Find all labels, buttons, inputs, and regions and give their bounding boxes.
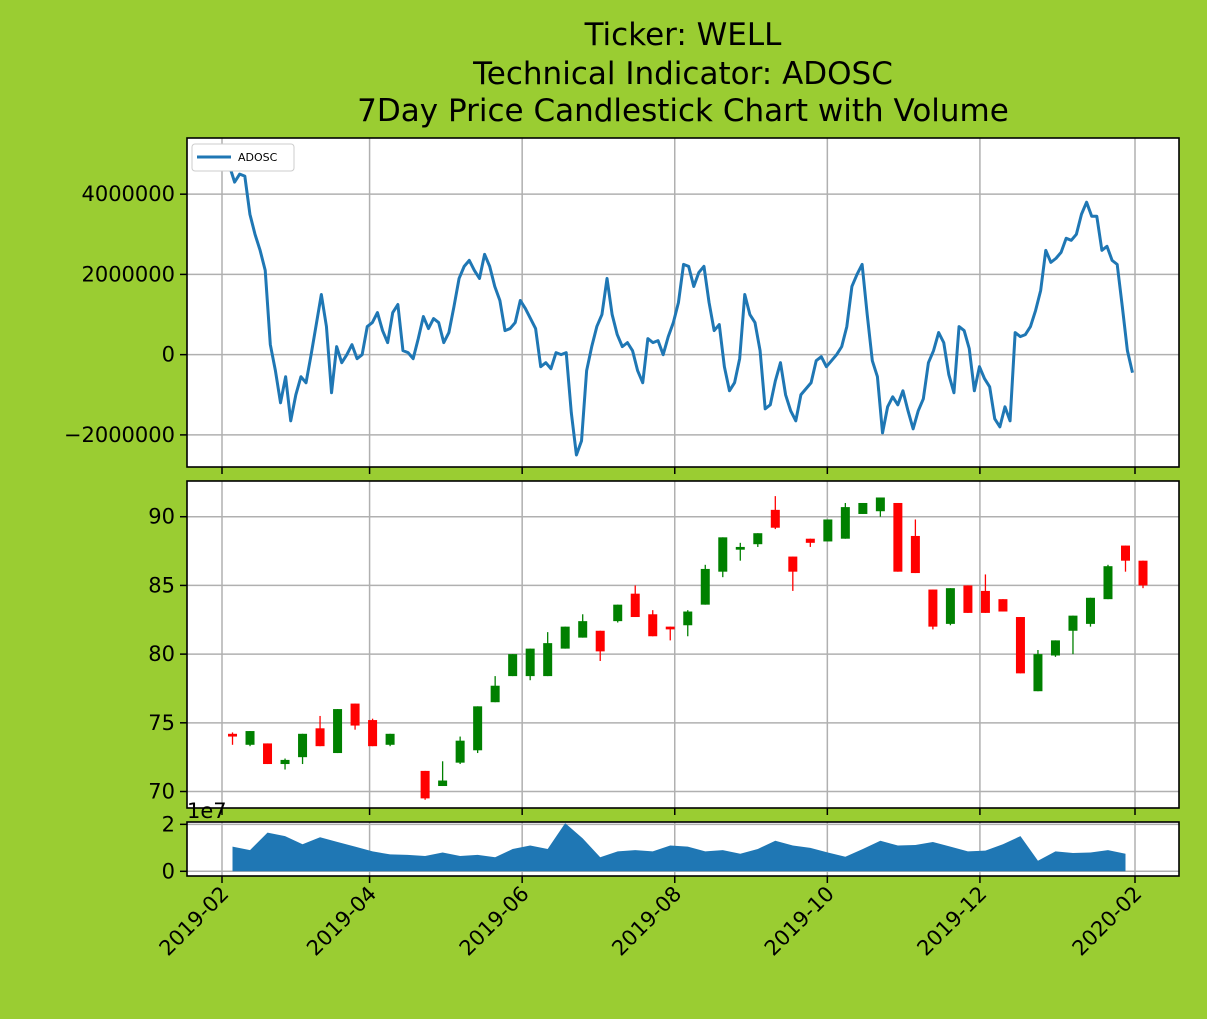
candle-body-5 [315, 728, 325, 747]
candle-body-29 [753, 533, 763, 545]
price-ytick-label-3: 85 [148, 573, 175, 597]
candlestick-panel: 70 75 80 85 90 [148, 480, 1180, 815]
volume-y-offset-label: 1e7 [187, 799, 227, 823]
adosc-panel-background [187, 138, 1179, 467]
candle-body-38 [910, 535, 920, 574]
candle-body-46 [1050, 640, 1060, 656]
candle-body-15 [508, 654, 518, 677]
candle-body-0 [228, 733, 238, 737]
candle-body-44 [1015, 617, 1025, 674]
chart-title-line-3: 7Day Price Candlestick Chart with Volume [357, 93, 1009, 129]
price-ytick-label-2: 80 [148, 642, 175, 666]
candle-body-35 [858, 502, 868, 514]
adosc-legend-label: ADOSC [238, 151, 278, 164]
chart-title-line-1: Ticker: WELL [584, 17, 783, 53]
candle-body-21 [613, 604, 623, 622]
adosc-ytick-label-3: 4000000 [81, 182, 175, 206]
candle-body-51 [1138, 560, 1148, 586]
candlestick-panel-background [187, 481, 1179, 808]
candle-body-32 [805, 538, 815, 543]
volume-ytick-label-1: 2 [162, 812, 175, 836]
candle-body-18 [560, 626, 570, 649]
candle-body-27 [718, 537, 728, 572]
candle-body-31 [788, 556, 798, 572]
candle-body-10 [420, 770, 430, 799]
candle-body-30 [770, 509, 780, 528]
candle-body-23 [648, 614, 658, 637]
candle-body-20 [595, 630, 605, 652]
candle-body-45 [1033, 654, 1043, 692]
candle-body-9 [385, 733, 395, 745]
adosc-panel-frame [186, 137, 1180, 468]
price-ytick-label-1: 75 [148, 711, 175, 735]
candlestick-panel-frame [186, 480, 1180, 809]
candle-body-14 [490, 685, 500, 703]
candle-body-16 [525, 648, 535, 677]
price-ytick-label-0: 70 [148, 780, 175, 804]
candle-body-48 [1085, 597, 1095, 624]
candle-body-2 [263, 743, 273, 765]
candle-body-24 [665, 626, 675, 630]
candle-body-22 [630, 593, 640, 618]
candle-body-1 [245, 731, 255, 745]
candle-body-40 [945, 588, 955, 624]
candle-body-13 [473, 706, 483, 751]
candle-body-25 [683, 611, 693, 626]
adosc-panel: ADOSC −2000000 0 2000000 4000000 [64, 137, 1180, 474]
candle-body-34 [840, 507, 850, 539]
candle-body-37 [893, 502, 903, 572]
volume-panel: 0 2 1e7 [162, 799, 1180, 883]
candle-body-7 [350, 703, 360, 726]
candle-body-47 [1068, 615, 1078, 631]
candle-body-4 [298, 733, 308, 758]
candle-body-11 [438, 780, 448, 787]
chart-title-line-2: Technical Indicator: ADOSC [472, 56, 893, 92]
candle-body-41 [963, 585, 973, 613]
candle-body-49 [1103, 566, 1113, 600]
volume-area [232, 823, 1126, 872]
adosc-ytick-label-1: 0 [162, 343, 175, 367]
adosc-series-line [228, 165, 1134, 457]
adosc-ytick-label-2: 2000000 [81, 262, 175, 286]
candle-body-33 [823, 519, 833, 542]
candle-body-19 [578, 621, 588, 638]
candle-body-12 [455, 740, 465, 763]
candle-body-50 [1120, 545, 1130, 561]
candle-body-6 [333, 709, 343, 754]
candle-body-28 [735, 546, 745, 550]
candle-body-43 [998, 599, 1008, 612]
volume-panel-frame [186, 821, 1180, 877]
adosc-legend-box [191, 143, 295, 172]
candle-body-36 [875, 497, 885, 512]
candle-body-26 [700, 568, 710, 605]
adosc-ytick-label-0: −2000000 [64, 423, 175, 447]
candle-body-42 [980, 590, 990, 613]
price-ytick-label-4: 90 [148, 505, 175, 529]
candle-body-8 [368, 720, 378, 747]
candle-body-39 [928, 589, 938, 627]
volume-ytick-label-0: 0 [162, 859, 175, 883]
candle-body-17 [543, 643, 553, 677]
candle-body-3 [280, 759, 290, 765]
